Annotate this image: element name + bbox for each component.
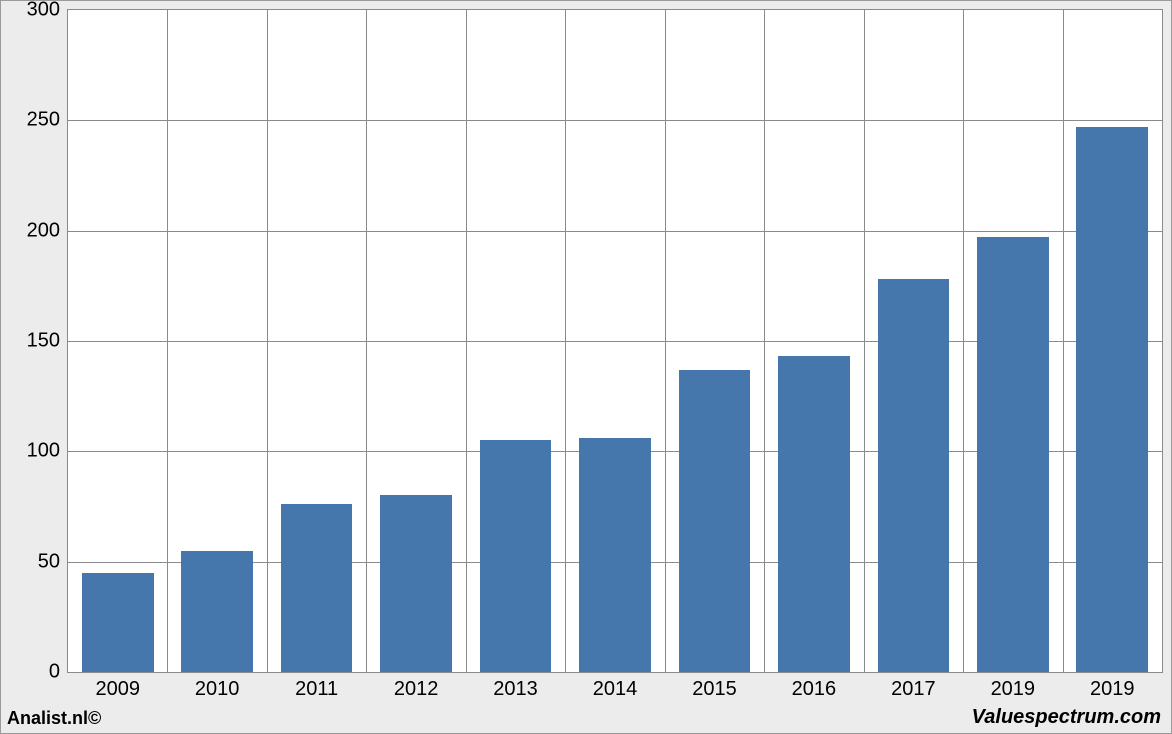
gridline-vertical — [1063, 10, 1064, 672]
bar — [579, 438, 651, 672]
bar — [679, 370, 751, 672]
bar — [281, 504, 353, 672]
gridline-vertical — [864, 10, 865, 672]
chart-plot-area: 0501001502002503002009201020112012201320… — [67, 9, 1163, 673]
gridline-horizontal — [68, 231, 1162, 232]
gridline-vertical — [267, 10, 268, 672]
y-tick-label: 50 — [38, 550, 68, 573]
bar — [380, 495, 452, 672]
x-tick-label: 2013 — [493, 672, 538, 701]
x-tick-label: 2019 — [991, 672, 1036, 701]
gridline-vertical — [366, 10, 367, 672]
y-tick-label: 300 — [27, 0, 68, 22]
gridline-horizontal — [68, 120, 1162, 121]
y-tick-label: 100 — [27, 440, 68, 463]
y-tick-label: 250 — [27, 109, 68, 132]
y-tick-label: 200 — [27, 219, 68, 242]
y-tick-label: 150 — [27, 330, 68, 353]
x-tick-label: 2015 — [692, 672, 737, 701]
bar — [480, 440, 552, 672]
x-tick-label: 2014 — [593, 672, 638, 701]
gridline-vertical — [167, 10, 168, 672]
x-tick-label: 2017 — [891, 672, 936, 701]
gridline-vertical — [665, 10, 666, 672]
gridline-vertical — [764, 10, 765, 672]
x-tick-label: 2012 — [394, 672, 439, 701]
bar — [977, 237, 1049, 672]
gridline-vertical — [963, 10, 964, 672]
bar — [1076, 127, 1148, 672]
x-tick-label: 2010 — [195, 672, 240, 701]
gridline-vertical — [466, 10, 467, 672]
y-tick-label: 0 — [49, 661, 68, 684]
chart-plot-inner: 0501001502002503002009201020112012201320… — [68, 10, 1162, 672]
bar — [778, 356, 850, 672]
footer-left-credit: Analist.nl© — [7, 708, 101, 729]
bar — [82, 573, 154, 672]
bar — [878, 279, 950, 672]
footer-right-credit: Valuespectrum.com — [972, 706, 1161, 729]
x-tick-label: 2016 — [792, 672, 837, 701]
bar — [181, 551, 253, 672]
x-tick-label: 2009 — [95, 672, 140, 701]
gridline-vertical — [565, 10, 566, 672]
x-tick-label: 2019 — [1090, 672, 1135, 701]
chart-outer-frame: 0 50 100 150 200 250 300 2009 2010 2011 2012 2013 20… — [0, 0, 1172, 734]
x-tick-label: 2011 — [295, 672, 338, 701]
